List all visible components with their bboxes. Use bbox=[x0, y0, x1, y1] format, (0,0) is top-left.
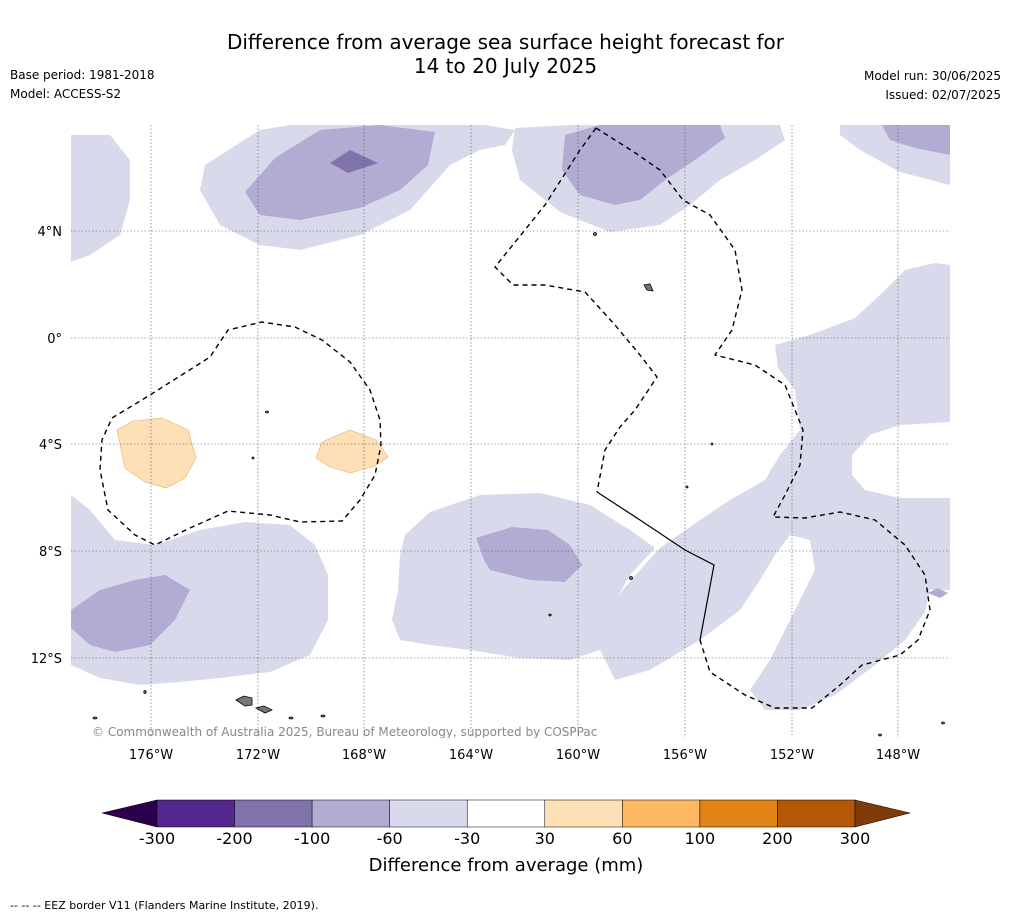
island-dot-8 bbox=[548, 613, 552, 617]
region-north-mid-core bbox=[245, 125, 435, 220]
island-dot-7 bbox=[320, 714, 326, 718]
colorbar-bin bbox=[777, 799, 856, 828]
colorbar-tick-label: 200 bbox=[762, 829, 793, 848]
colorbar-bin bbox=[544, 799, 623, 828]
colorbar-bin bbox=[466, 799, 546, 828]
model-run-date: Model run: 30/06/2025 bbox=[863, 69, 1001, 83]
island-dot-11 bbox=[685, 485, 689, 489]
region-east-large bbox=[600, 263, 950, 710]
colorbar-tick-label: 30 bbox=[535, 829, 555, 848]
island-samoa-west bbox=[235, 695, 253, 707]
lat-tick-label: 8°S bbox=[39, 545, 62, 560]
island-dot-9 bbox=[251, 456, 255, 460]
anomaly-dark-lavender bbox=[330, 150, 378, 173]
island-dot-13 bbox=[941, 721, 945, 725]
region-southwest-core bbox=[71, 575, 190, 652]
colorbar-title: Difference from average (mm) bbox=[369, 855, 644, 876]
colorbar-over-arrow bbox=[854, 799, 911, 828]
colorbar-tick-label: -30 bbox=[454, 829, 480, 848]
island-dot-10 bbox=[710, 442, 714, 446]
model-name: Model: ACCESS-S2 bbox=[10, 87, 122, 101]
region-east-small-core bbox=[928, 588, 948, 598]
anomaly-medium-lavender bbox=[71, 125, 950, 652]
colorbar-under-arrow bbox=[101, 799, 158, 828]
lat-tick-label: 4°S bbox=[39, 438, 62, 453]
region-nw-edge bbox=[71, 135, 130, 262]
lon-tick-label: 164°W bbox=[449, 748, 493, 763]
longitude-ticks: 176°W 172°W 168°W 164°W 160°W 156°W 152°… bbox=[129, 748, 920, 763]
island-samoa-east bbox=[254, 705, 273, 714]
title-line-2: 14 to 20 July 2025 bbox=[413, 54, 598, 78]
lon-tick-label: 168°W bbox=[342, 748, 386, 763]
base-period: Base period: 1981-2018 bbox=[10, 68, 155, 82]
island-dot-3 bbox=[629, 576, 633, 580]
island-dot-1 bbox=[265, 410, 269, 414]
colorbar-tick-label: 60 bbox=[612, 829, 632, 848]
region-positive-west bbox=[116, 417, 197, 489]
colorbar-bins bbox=[156, 799, 856, 828]
region-south-central-core bbox=[476, 527, 582, 582]
island-dot-4 bbox=[143, 690, 147, 694]
map-copyright: © Commonwealth of Australia 2025, Bureau… bbox=[92, 725, 597, 739]
island-dot-6 bbox=[288, 716, 294, 720]
eez-borders bbox=[99, 127, 931, 709]
region-positive-central bbox=[315, 429, 389, 474]
region-north-east-core bbox=[562, 125, 725, 205]
lon-tick-label: 152°W bbox=[770, 748, 814, 763]
colorbar-labels: -300 -200 -100 -60 -30 30 60 100 200 300 bbox=[139, 829, 870, 848]
colorbar-tick-label: -100 bbox=[294, 829, 330, 848]
colorbar-tick-label: 100 bbox=[685, 829, 716, 848]
eez-border-central bbox=[494, 127, 931, 709]
base-info: Base period: 1981-2018 Model: ACCESS-S2 bbox=[10, 66, 155, 104]
colorbar-tick-label: -60 bbox=[377, 829, 403, 848]
issued-date: Issued: 02/07/2025 bbox=[885, 88, 1001, 102]
colorbar-tick-label: 300 bbox=[840, 829, 871, 848]
colorbar-bin bbox=[389, 799, 468, 828]
colorbar: -300 -200 -100 -60 -30 30 60 100 200 300 Differen… bbox=[101, 799, 911, 876]
run-info: Model run: 30/06/2025 Issued: 02/07/2025 bbox=[864, 67, 1001, 105]
colorbar-bin bbox=[234, 799, 313, 828]
page-title: Difference from average sea surface heig… bbox=[0, 30, 1011, 78]
eez-border-west bbox=[99, 321, 382, 546]
colorbar-bin bbox=[156, 799, 235, 828]
lat-tick-label: 0° bbox=[47, 332, 62, 347]
latitude-ticks: 4°N 0° 4°S 8°S 12°S bbox=[31, 225, 62, 667]
title-line-1: Difference from average sea surface heig… bbox=[226, 30, 785, 54]
map-panel: © Commonwealth of Australia 2025, Bureau… bbox=[71, 125, 950, 739]
lon-tick-label: 160°W bbox=[556, 748, 600, 763]
island-kiritimati bbox=[643, 283, 654, 292]
lon-tick-label: 156°W bbox=[663, 748, 707, 763]
island-dot-2 bbox=[593, 232, 597, 236]
region-far-ne-core bbox=[882, 125, 950, 155]
anomaly-light-orange bbox=[116, 417, 389, 489]
map-gridlines bbox=[71, 125, 950, 738]
lon-tick-label: 176°W bbox=[129, 748, 173, 763]
island-dot-12 bbox=[878, 733, 882, 737]
lon-tick-label: 172°W bbox=[236, 748, 280, 763]
colorbar-tick-label: -300 bbox=[139, 829, 175, 848]
colorbar-bin bbox=[622, 799, 701, 828]
eez-footnote: -- -- -- EEZ border V11 (Flanders Marine… bbox=[10, 899, 319, 912]
lon-tick-label: 148°W bbox=[876, 748, 920, 763]
colorbar-bin bbox=[699, 799, 778, 828]
islands bbox=[92, 232, 945, 737]
lat-tick-label: 12°S bbox=[31, 652, 62, 667]
colorbar-tick-label: -200 bbox=[216, 829, 252, 848]
eez-border-solid bbox=[596, 491, 715, 641]
lat-tick-label: 4°N bbox=[38, 225, 63, 240]
island-dot-5 bbox=[92, 716, 98, 720]
colorbar-bin bbox=[311, 799, 390, 828]
